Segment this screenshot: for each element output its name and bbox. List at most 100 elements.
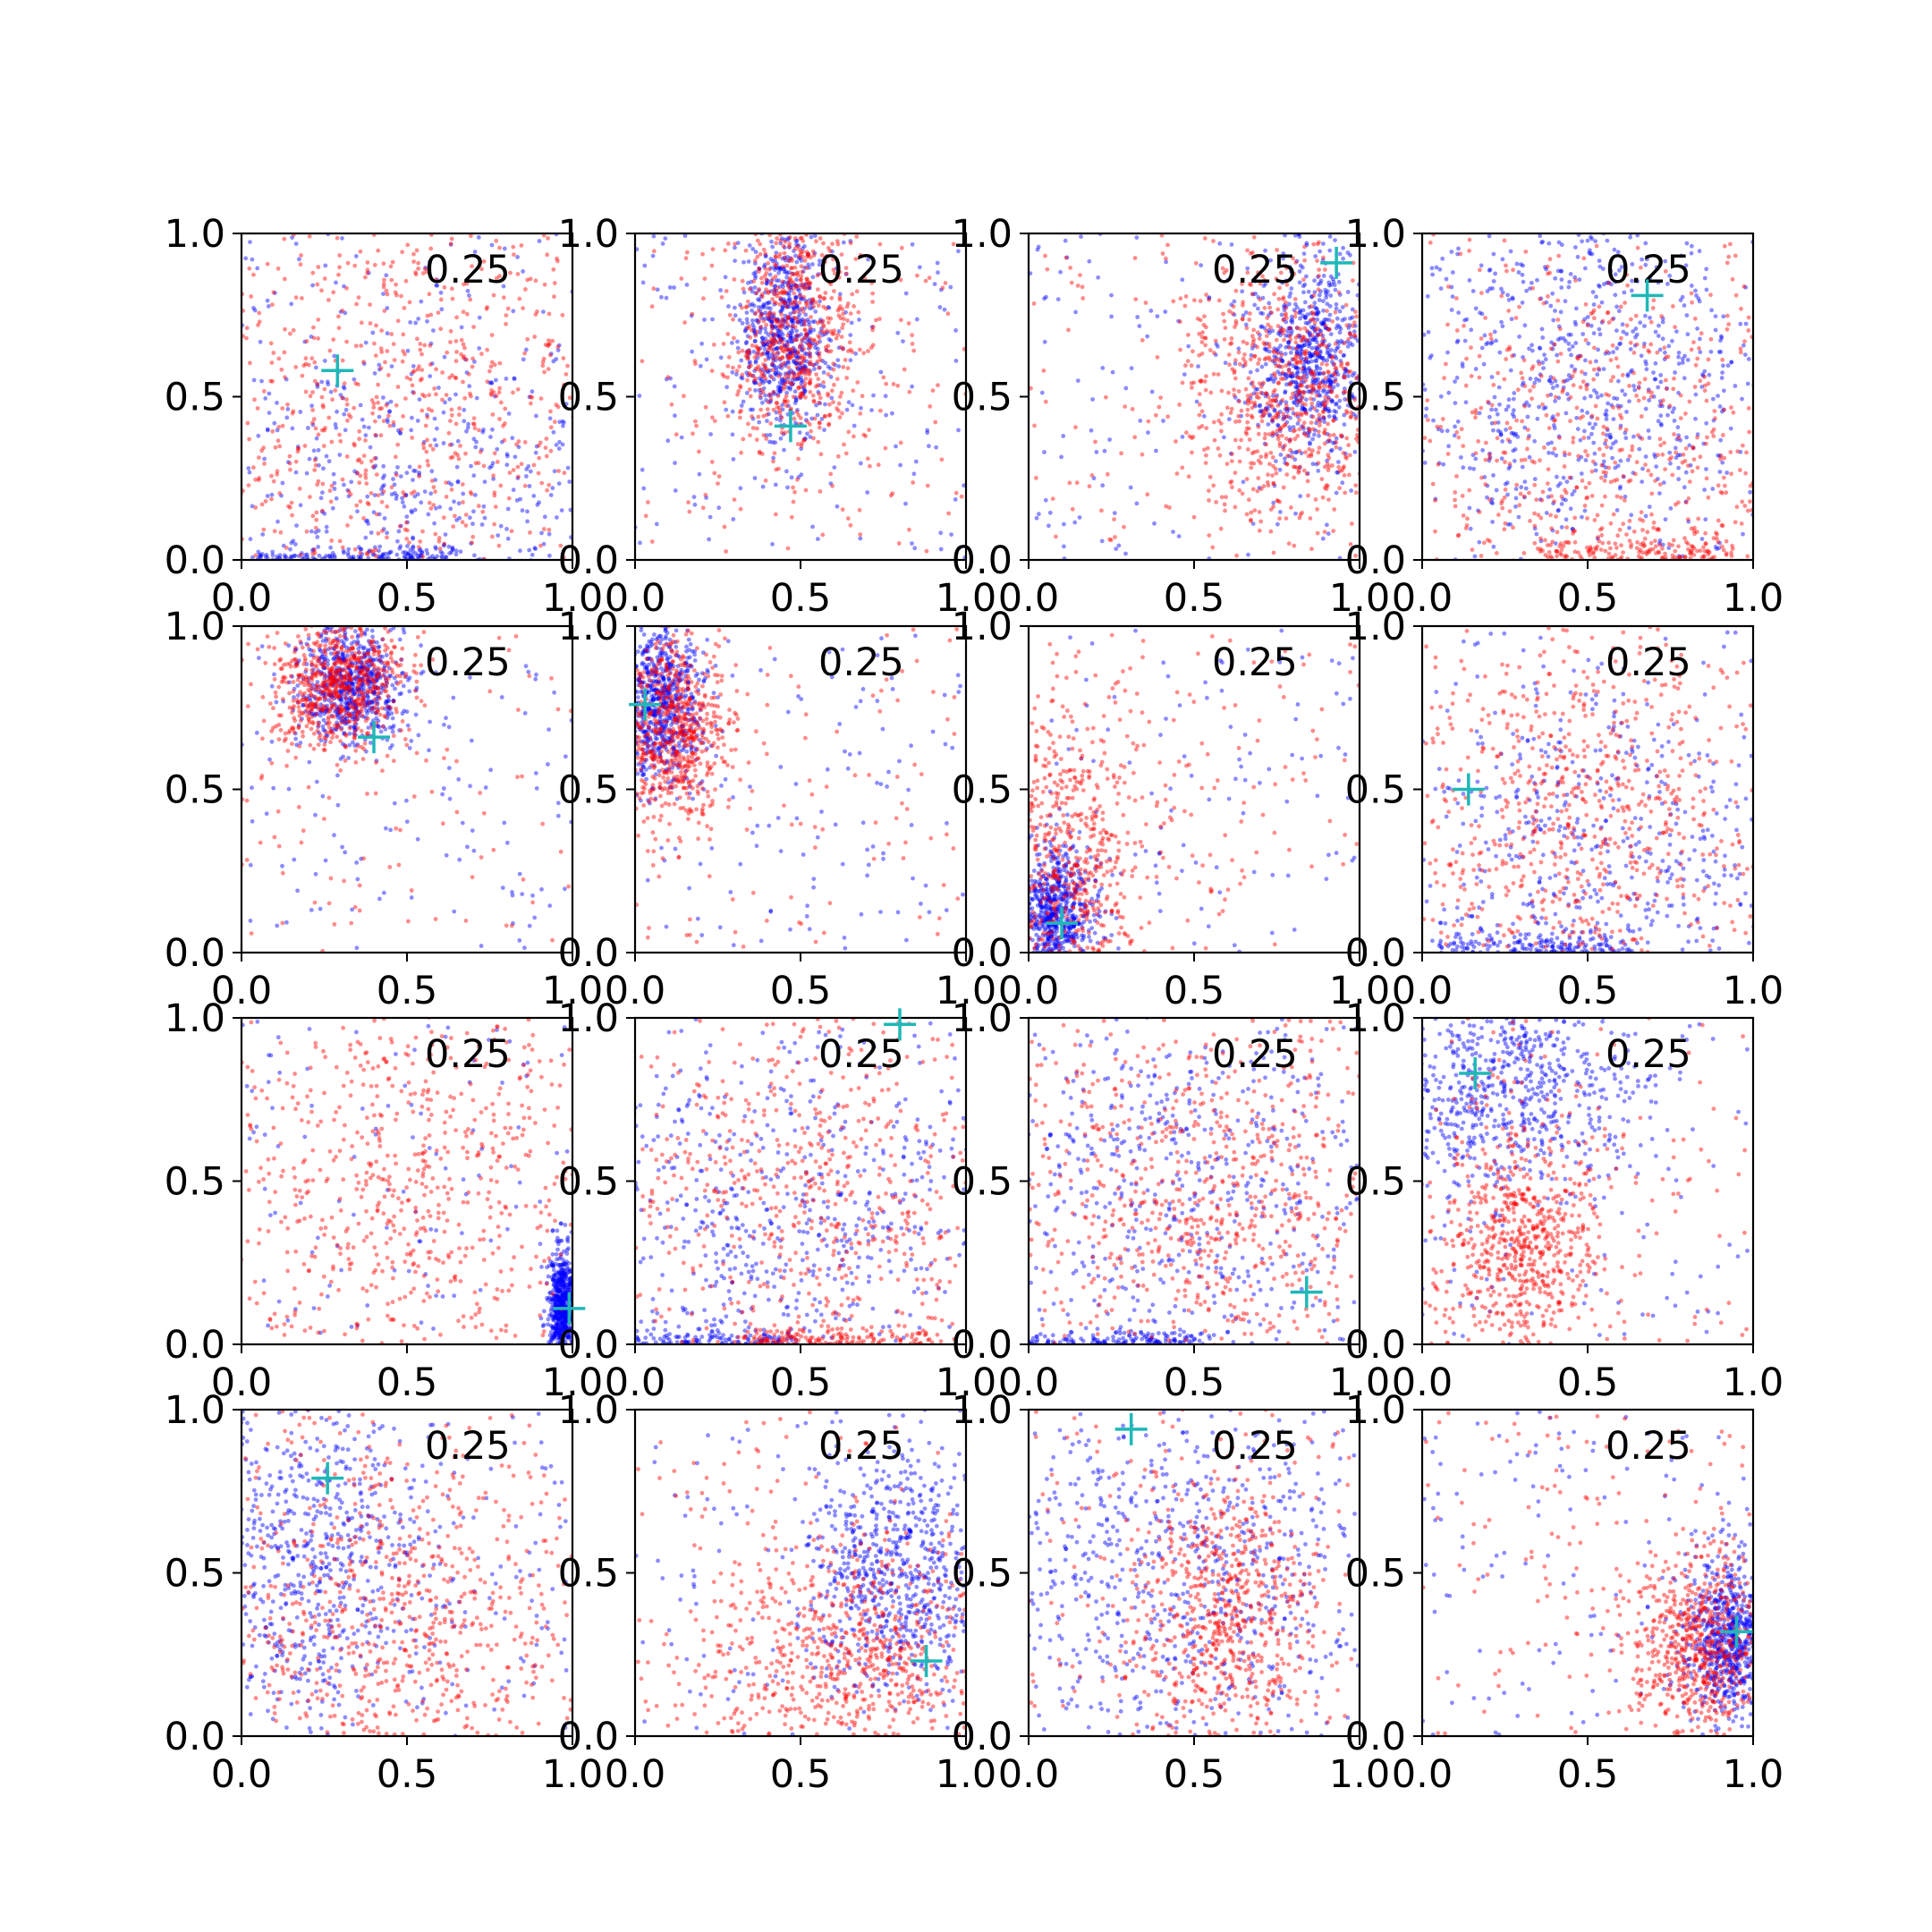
series-red-point xyxy=(799,274,804,279)
series-red-point xyxy=(1207,533,1212,538)
series-blue-point xyxy=(1349,335,1354,339)
series-blue-point xyxy=(777,389,783,394)
series-red-point xyxy=(357,480,362,486)
series-blue-point xyxy=(1555,474,1559,479)
series-blue-point xyxy=(1489,500,1494,505)
series-blue-point xyxy=(435,554,440,559)
series-blue-point xyxy=(1628,347,1633,352)
series-red-point xyxy=(840,307,845,312)
series-blue-point xyxy=(1294,397,1300,402)
series-blue-point xyxy=(752,378,757,384)
series-red-point xyxy=(1282,416,1287,420)
series-blue-point xyxy=(1500,324,1505,329)
series-blue-point xyxy=(1657,323,1661,328)
series-red-point xyxy=(382,277,386,283)
series-red-point xyxy=(1317,385,1321,390)
series-red-point xyxy=(1339,363,1343,369)
series-blue-point xyxy=(1334,417,1338,421)
series-blue-point xyxy=(527,484,532,488)
series-red-point xyxy=(693,419,698,424)
series-blue-point xyxy=(1519,262,1523,267)
series-red-point xyxy=(818,489,823,494)
series-blue-point xyxy=(1597,264,1603,269)
series-red-point xyxy=(371,401,377,406)
series-red-point xyxy=(800,390,805,395)
series-blue-point xyxy=(1309,353,1314,359)
series-blue-point xyxy=(385,306,390,310)
series-blue-point xyxy=(342,550,346,555)
series-blue-point xyxy=(405,551,411,556)
series-red-point xyxy=(792,325,798,329)
series-blue-point xyxy=(471,473,477,479)
series-red-point xyxy=(748,394,753,399)
series-red-point xyxy=(1249,465,1254,470)
series-blue-point xyxy=(1232,299,1237,304)
series-red-point xyxy=(784,347,789,352)
series-red-point xyxy=(832,289,836,293)
series-blue-point xyxy=(752,369,758,373)
series-red-point xyxy=(646,500,650,504)
series-blue-point xyxy=(1303,320,1309,326)
series-blue-point xyxy=(765,351,770,356)
series-blue-point xyxy=(1593,239,1597,243)
series-red-point xyxy=(418,347,423,352)
series-red-point xyxy=(1293,310,1299,315)
series-red-point xyxy=(1290,406,1295,411)
series-red-point xyxy=(884,381,889,386)
series-red-point xyxy=(1167,505,1172,510)
series-red-point xyxy=(453,359,459,364)
series-blue-point xyxy=(1314,420,1318,426)
series-red-point xyxy=(816,320,820,326)
series-blue-point xyxy=(1725,363,1731,369)
series-blue-point xyxy=(794,277,799,282)
series-red-point xyxy=(816,287,820,292)
series-red-point xyxy=(1249,461,1253,466)
series-blue-point xyxy=(1698,336,1702,342)
series-blue-point xyxy=(422,489,428,494)
series-blue-point xyxy=(1308,354,1313,360)
series-red-point xyxy=(776,225,781,230)
series-red-point xyxy=(1337,486,1342,491)
series-blue-point xyxy=(370,552,376,557)
series-blue-point xyxy=(774,358,778,362)
series-blue-point xyxy=(1109,314,1114,319)
series-blue-point xyxy=(1449,308,1454,312)
series-blue-point xyxy=(766,279,770,284)
series-blue-point xyxy=(1271,394,1275,398)
series-blue-point xyxy=(895,330,901,335)
series-blue-point xyxy=(814,402,818,408)
series-red-point xyxy=(792,302,797,307)
series-red-point xyxy=(836,401,842,406)
series-blue-point xyxy=(724,385,729,390)
series-blue-point xyxy=(1275,393,1280,398)
series-blue-point xyxy=(1114,547,1119,551)
series-blue-point xyxy=(1492,329,1497,335)
series-red-point xyxy=(870,343,876,348)
series-blue-point xyxy=(791,316,796,321)
series-blue-point xyxy=(760,400,765,405)
series-blue-point xyxy=(789,339,794,344)
series-red-point xyxy=(1204,325,1208,330)
series-red-point xyxy=(754,352,759,358)
series-blue-point xyxy=(1524,288,1529,293)
series-blue-point xyxy=(1610,455,1614,461)
series-red-point xyxy=(818,294,823,299)
series-red-point xyxy=(481,463,487,469)
series-blue-point xyxy=(1512,408,1516,413)
series-red-point xyxy=(1304,471,1309,477)
series-blue-point xyxy=(1334,410,1339,414)
series-red-point xyxy=(824,306,829,311)
series-red-point xyxy=(1317,445,1322,451)
series-blue-point xyxy=(767,316,772,321)
series-red-point xyxy=(784,346,789,352)
series-red-point xyxy=(734,369,740,373)
series-blue-point xyxy=(1487,268,1492,273)
series-red-point xyxy=(462,282,466,287)
series-red-point xyxy=(1198,318,1203,323)
series-red-point xyxy=(367,502,371,507)
series-red-point xyxy=(456,412,462,417)
series-red-point xyxy=(386,413,391,419)
series-red-point xyxy=(395,318,401,324)
series-red-point xyxy=(731,365,735,370)
series-red-point xyxy=(789,381,794,386)
